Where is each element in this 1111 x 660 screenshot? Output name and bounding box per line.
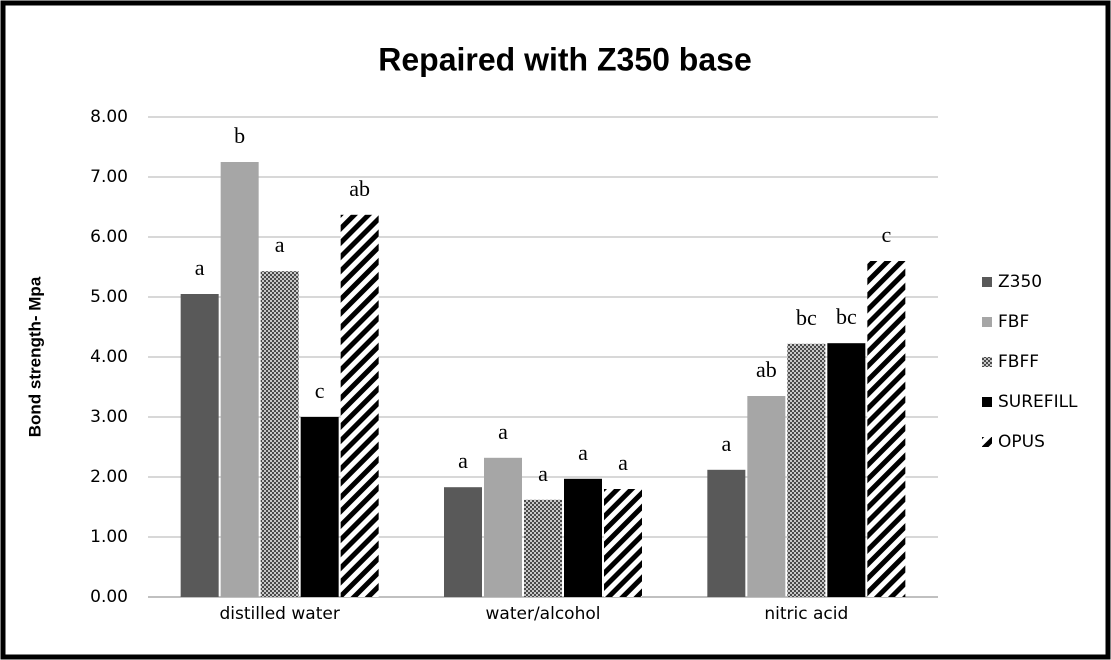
group-letter: a xyxy=(538,461,548,486)
bar xyxy=(340,214,379,598)
y-tick-label: 4.00 xyxy=(90,347,128,367)
legend-swatch xyxy=(982,277,992,287)
legend-label: FBF xyxy=(998,312,1029,332)
group-letter: c xyxy=(881,222,891,247)
legend-label: OPUS xyxy=(998,432,1045,452)
x-tick-label: nitric acid xyxy=(764,604,848,624)
bar xyxy=(220,162,259,597)
bar xyxy=(867,261,906,597)
group-letter: a xyxy=(195,255,205,280)
bar xyxy=(604,489,642,597)
y-tick-label: 5.00 xyxy=(90,287,128,307)
bar xyxy=(180,294,219,597)
chart-title: Repaired with Z350 base xyxy=(378,41,751,77)
y-tick-label: 8.00 xyxy=(90,107,128,127)
y-axis-label: Bond strength- Mpa xyxy=(25,276,44,437)
bar xyxy=(707,469,746,597)
group-letter: bc xyxy=(836,304,857,329)
bar xyxy=(444,487,482,597)
x-tick-label: water/alcohol xyxy=(486,604,601,624)
legend-swatch xyxy=(982,397,992,407)
legend-swatch xyxy=(982,317,992,327)
y-tick-label: 7.00 xyxy=(90,167,128,187)
bar xyxy=(484,457,522,597)
group-letter: a xyxy=(458,448,468,473)
legend-label: FBFF xyxy=(998,352,1039,372)
bar xyxy=(524,499,562,597)
legend-label: Z350 xyxy=(998,272,1042,292)
group-letter: a xyxy=(275,232,285,257)
group-letter: bc xyxy=(796,305,817,330)
bar xyxy=(564,478,602,597)
y-tick-label: 2.00 xyxy=(90,467,128,487)
bar xyxy=(260,271,299,597)
legend-label: SUREFILL xyxy=(998,392,1078,412)
bar xyxy=(300,417,339,597)
group-letter: ab xyxy=(756,357,777,382)
legend-swatch xyxy=(982,437,992,447)
y-tick-label: 6.00 xyxy=(90,227,128,247)
bar xyxy=(827,343,866,597)
group-letter: a xyxy=(578,440,588,465)
group-letter: a xyxy=(721,431,731,456)
y-tick-label: 3.00 xyxy=(90,407,128,427)
group-letter: a xyxy=(498,419,508,444)
x-tick-label: distilled water xyxy=(220,604,340,624)
group-letter: b xyxy=(234,123,245,148)
group-letter: ab xyxy=(349,176,370,201)
y-tick-label: 0.00 xyxy=(90,587,128,607)
group-letter: c xyxy=(315,378,325,403)
y-tick-label: 1.00 xyxy=(90,527,128,547)
legend-swatch xyxy=(982,357,992,367)
bar xyxy=(787,343,826,597)
bar xyxy=(747,396,786,597)
group-letter: a xyxy=(618,450,628,475)
